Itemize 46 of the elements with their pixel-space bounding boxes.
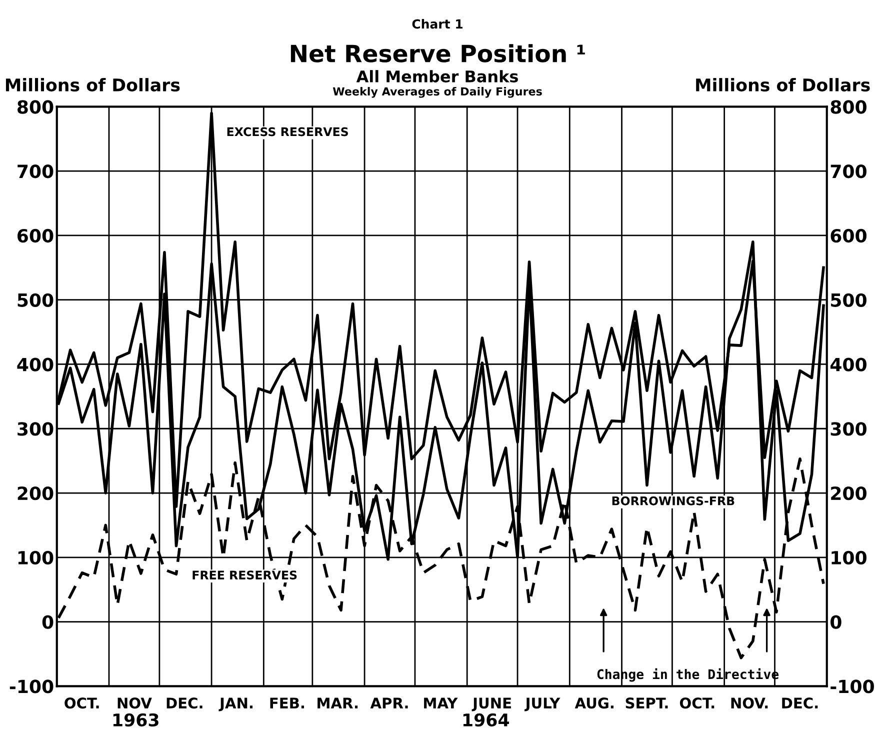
y2-tick-label: 400 [830,358,866,372]
x-tick-label: DEC. [166,698,202,709]
y2-tick-label: -100 [830,680,874,694]
y2-tick-label: 600 [830,228,866,243]
y-tick-label: 400 [17,358,54,372]
y2-tick-label: 200 [831,486,866,500]
x-tick-label: MAR. [318,698,358,708]
x-tick-label: JULY [524,698,560,712]
text: Weekly Averages of Daily Figures [332,86,542,98]
x-tick-label: DEC. [782,698,818,709]
x-tick-label: APR. [370,698,408,708]
x-tick-label: NOV [118,698,152,709]
y-axis-title: Millions of Dollars [6,78,180,92]
series-label: EXCESS RESERVES [227,127,348,136]
chart-subtitle: All Member Banks [356,70,518,82]
y-tick-label: 100 [18,550,54,565]
y-tick-label: 500 [18,293,54,307]
y2-tick-label: 300 [830,422,866,436]
y2-tick-label: 800 [830,100,866,114]
x-tick-label: JAN. [218,698,253,712]
x-tick-label: OCT. [680,698,714,709]
y2-tick-label: 100 [832,550,866,565]
y-tick-label: 200 [18,486,54,500]
text: 1963 [113,713,158,727]
text: 1964 [463,713,509,727]
x-tick-label: AUG. [574,698,614,709]
y-tick-label: -100 [10,680,54,694]
caption: Chart 1 [412,19,462,29]
y-tick-label: 0 [42,615,54,629]
y-tick-label: 300 [18,422,54,436]
y-tick-label: 600 [18,228,54,243]
text: BORROWINGS-FRB [612,496,734,506]
y-tick-label: 800 [18,100,54,114]
y2-tick-label: 700 [830,164,866,178]
x-tick-label: SEPT. [626,698,668,709]
chart-title: Net Reserve Position ¹ [290,44,585,62]
x-tick-label: JUNE [472,698,511,712]
y2-tick-label: 0 [830,615,842,629]
x-tick-label: OCT. [64,698,99,709]
y-tick-label: 700 [18,164,54,178]
y2-tick-label: 500 [831,293,866,307]
x-tick-label: NOV. [731,698,768,709]
y2-axis-title: Millions of Dollars [696,78,870,92]
series-label: FREE RESERVES [192,570,297,580]
x-tick-label: FEB. [270,698,304,708]
x-tick-label: MAY [424,698,458,708]
